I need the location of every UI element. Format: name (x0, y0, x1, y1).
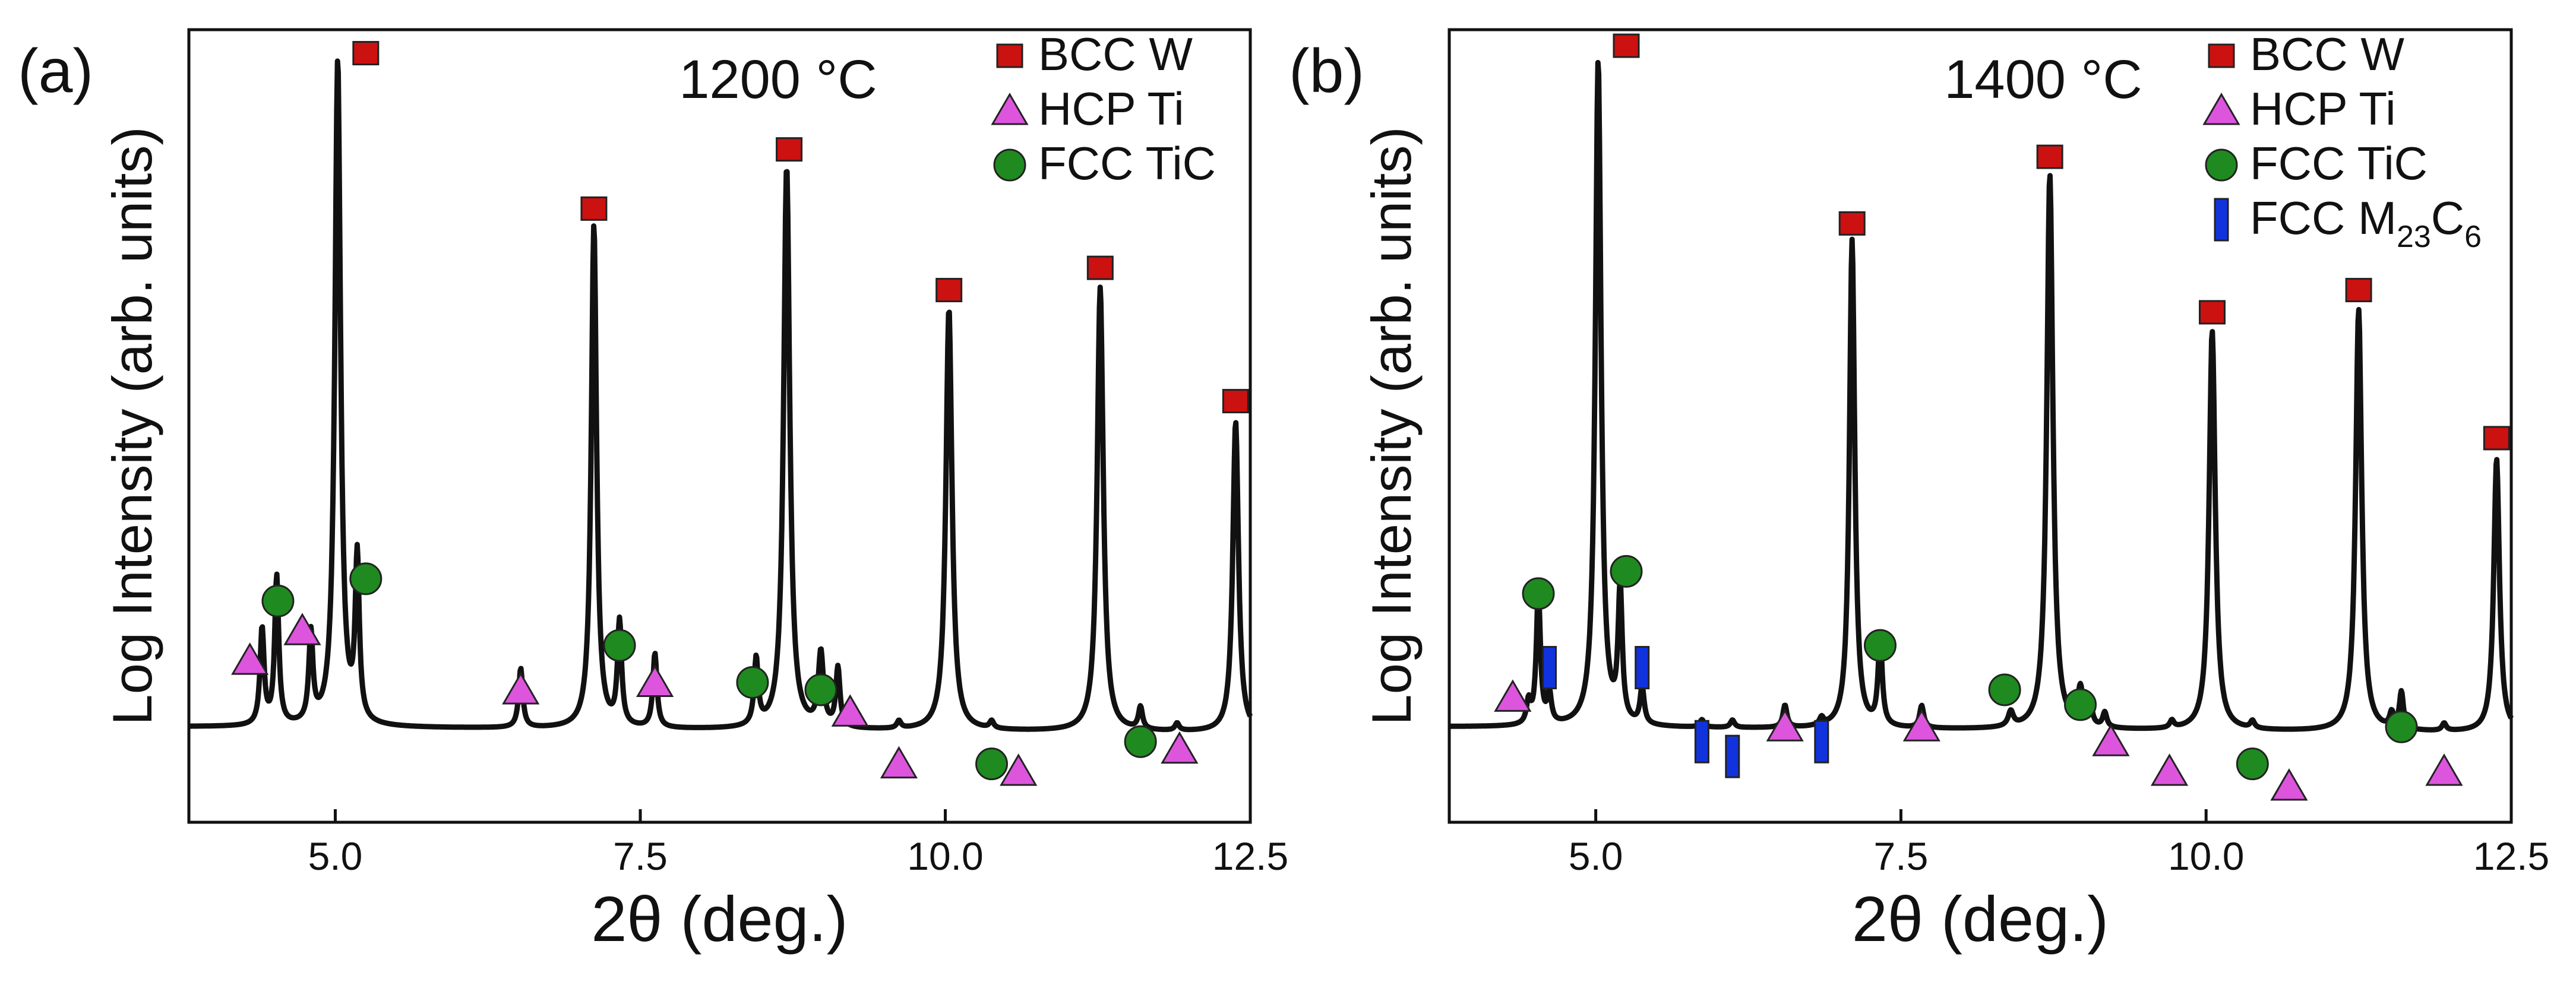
marker-circle (975, 747, 1009, 781)
marker-triangle (1766, 709, 1804, 742)
marker-circle (736, 666, 769, 699)
marker-triangle (636, 664, 674, 697)
marker-triangle (2425, 753, 2463, 786)
legend-marker-square (996, 43, 1023, 68)
panel-b: 5.0 7.5 10.0 12.5 2θ (deg.) Log Intensity (ar… (1289, 28, 2549, 955)
marker-square (2483, 426, 2510, 451)
marker-circle (349, 562, 383, 595)
xrd-pattern-line (187, 58, 1253, 733)
marker-circle (2236, 747, 2269, 781)
legend-label: BCC W (2250, 28, 2404, 80)
marker-square (580, 196, 608, 221)
marker-circle (1610, 555, 1643, 588)
legend-label: BCC W (1038, 28, 1193, 80)
x-tick-label: 10.0 (907, 834, 983, 878)
marker-triangle (831, 694, 869, 727)
marker-circle (2385, 710, 2418, 743)
panel-title: 1400 °C (1944, 49, 2142, 110)
legend-label: FCC TiC (1038, 137, 1216, 189)
legend-label-mid: C (2431, 192, 2464, 244)
legend-entry: HCP Ti (2202, 83, 2396, 135)
marker-triangle (2092, 724, 2130, 756)
marker-triangle (1000, 753, 1038, 786)
marker-circle (1522, 577, 1555, 610)
x-tick-label: 12.5 (2473, 834, 2549, 878)
y-axis-label: Log Intensity (arb. units) (1360, 126, 1423, 725)
panel-label: (b) (1289, 37, 1364, 106)
marker-square (1838, 211, 1866, 236)
legend-entry: FCC TiC (2205, 137, 2428, 189)
panel-a: 5.0 7.5 10.0 12.5 2θ (deg.) Log Intensity (ar… (18, 28, 1288, 955)
legend-entry: HCP Ti (991, 83, 1184, 135)
y-axis-label: Log Intensity (arb. units) (101, 126, 163, 725)
legend-marker-triangle (2202, 93, 2240, 125)
marker-square (352, 41, 380, 66)
legend-label-sub: 23 (2397, 220, 2431, 254)
x-axis-label: 2θ (deg.) (1852, 883, 2109, 955)
x-tick-label: 10.0 (2168, 834, 2244, 878)
legend-label: FCC M23C6 (2250, 192, 2482, 254)
marker-triangle (231, 642, 269, 675)
marker-square (776, 137, 803, 162)
marker-bar (1635, 646, 1650, 690)
marker-circle (2064, 688, 2097, 721)
marker-square (2198, 300, 2226, 325)
marker-square (2345, 278, 2372, 303)
legend-marker-bar (2214, 198, 2229, 242)
legend-marker-triangle (991, 93, 1029, 125)
legend-entry: BCC W (996, 28, 1193, 80)
marker-triangle (1161, 731, 1199, 764)
legend-marker-circle (2205, 148, 2238, 182)
marker-square (1086, 255, 1114, 280)
marker-triangle (880, 746, 918, 779)
marker-circle (1988, 673, 2021, 706)
x-tick-label: 12.5 (1212, 834, 1288, 878)
legend-label: HCP Ti (1038, 83, 1184, 135)
marker-circle (1863, 629, 1897, 662)
marker-triangle (1494, 679, 1532, 712)
legend-label-main: FCC M (2250, 192, 2397, 244)
plot-frame (187, 28, 1252, 824)
marker-square (935, 278, 963, 303)
legend-label-sub: 6 (2464, 220, 2482, 254)
marker-bar (1694, 720, 1709, 763)
legend-marker-circle (993, 148, 1026, 182)
legend-marker-square (2208, 43, 2235, 68)
x-tick-label: 5.0 (1569, 834, 1623, 878)
x-tick-label: 7.5 (613, 834, 668, 878)
marker-bar (1814, 720, 1829, 763)
panel-label: (a) (18, 37, 93, 106)
plot-frame (1447, 28, 2513, 824)
marker-circle (804, 673, 837, 706)
x-axis-label: 2θ (deg.) (591, 883, 848, 955)
xrd-pattern-line (1447, 59, 2514, 733)
marker-circle (1124, 725, 1157, 758)
marker-triangle (2270, 768, 2308, 801)
marker-circle (603, 629, 636, 662)
marker-triangle (283, 613, 321, 645)
legend-label: HCP Ti (2250, 83, 2396, 135)
x-tick-label: 7.5 (1874, 834, 1929, 878)
marker-triangle (2150, 753, 2189, 786)
marker-square (1222, 389, 1249, 414)
marker-bar (1542, 646, 1557, 690)
legend-entry: BCC W (2208, 28, 2404, 80)
legend-entry: FCC M23C6 (2214, 192, 2482, 254)
panel-title: 1200 °C (679, 49, 877, 110)
marker-square (2036, 144, 2063, 169)
legend-label: FCC TiC (2250, 137, 2428, 189)
marker-triangle (502, 671, 540, 705)
marker-bar (1725, 734, 1740, 778)
x-tick-label: 5.0 (308, 834, 363, 878)
marker-circle (261, 584, 295, 617)
marker-triangle (1902, 709, 1940, 742)
legend-entry: FCC TiC (993, 137, 1216, 189)
marker-square (1613, 33, 1640, 58)
